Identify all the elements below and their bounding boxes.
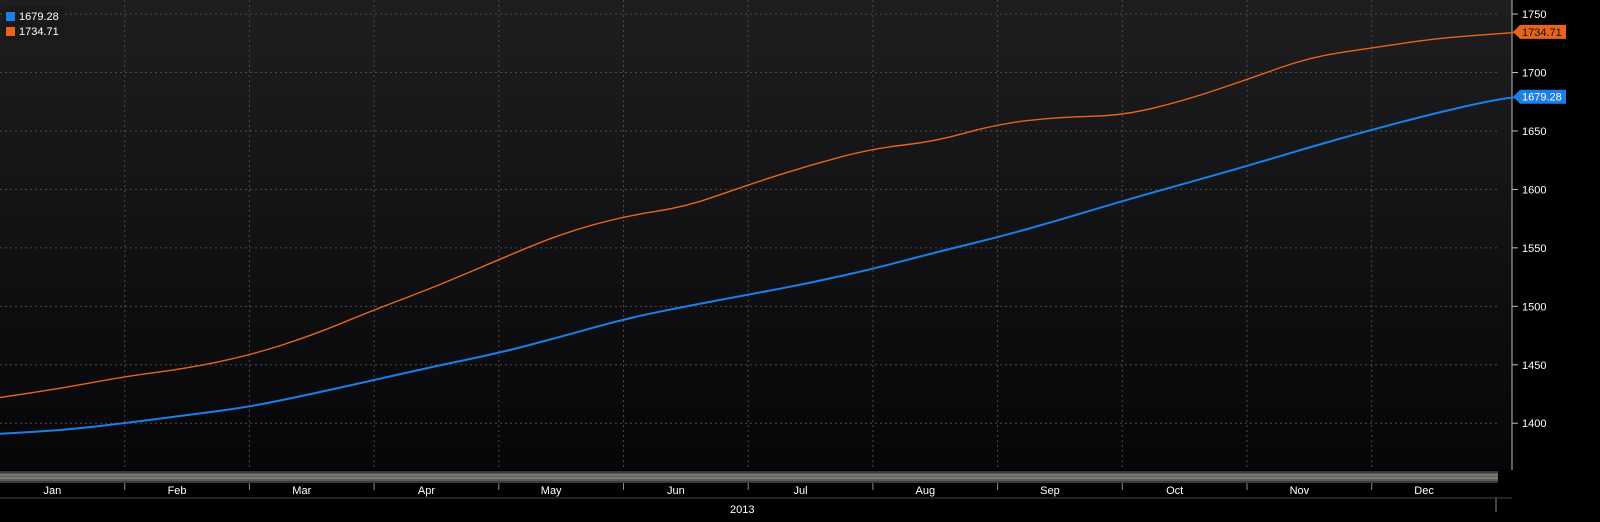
last-value-label-1: 1734.71 <box>1522 27 1562 39</box>
legend: 1679.28 1734.71 <box>2 6 65 42</box>
x-tick-label-Jan: Jan <box>43 485 61 497</box>
last-value-tag-1 <box>1513 24 1566 39</box>
plot-background <box>0 0 1512 470</box>
series-line-1 <box>0 31 1522 399</box>
x-tick-label-Nov: Nov <box>1290 485 1310 497</box>
time-scrollbar[interactable] <box>0 471 1498 483</box>
legend-entry-orange: 1734.71 <box>6 24 59 39</box>
last-value-labels: 1679.28 1734.71 <box>1513 24 1566 104</box>
last-value-label-0: 1679.28 <box>1522 92 1562 104</box>
x-tick-label-Sep: Sep <box>1040 485 1060 497</box>
x-tick-label-Oct: Oct <box>1166 485 1183 497</box>
legend-label-blue: 1679.28 <box>19 10 59 23</box>
x-tick-label-Dec: Dec <box>1414 485 1434 497</box>
x-tick-label-May: May <box>541 485 562 497</box>
year-label: 2013 <box>730 504 755 516</box>
x-tick-label-Mar: Mar <box>292 485 311 497</box>
legend-entry-blue: 1679.28 <box>6 9 59 24</box>
x-tick-label-Jul: Jul <box>794 485 808 497</box>
x-tick-label-Jun: Jun <box>667 485 685 497</box>
y-tick-label-1450: 1450 <box>1522 360 1546 372</box>
grid-lines <box>0 0 1498 470</box>
y-tick-label-1500: 1500 <box>1522 301 1546 313</box>
x-tick-label-Feb: Feb <box>168 485 187 497</box>
x-axis-band <box>0 483 1512 522</box>
y-tick-label-1550: 1550 <box>1522 243 1546 255</box>
y-tick-label-1400: 1400 <box>1522 418 1546 430</box>
x-tick-label-Apr: Apr <box>418 485 435 497</box>
legend-swatch-blue <box>6 12 15 21</box>
y-tick-label-1750: 1750 <box>1522 9 1546 21</box>
series-line-0 <box>0 95 1522 435</box>
last-value-tag-0 <box>1513 89 1566 104</box>
y-tick-label-1600: 1600 <box>1522 184 1546 196</box>
legend-swatch-orange <box>6 27 15 36</box>
y-tick-label-1700: 1700 <box>1522 67 1546 79</box>
x-axis: Jan Feb Mar Apr May Jun Jul Aug Sep Oct Nov Dec <box>43 483 1497 512</box>
series-lines <box>0 31 1522 435</box>
y-axis: 1400 1450 1500 1550 1600 1650 1700 1750 <box>1511 0 1546 470</box>
x-tick-label-Aug: Aug <box>915 485 935 497</box>
scrollbar-thumb[interactable] <box>0 473 1498 481</box>
legend-label-orange: 1734.71 <box>19 25 59 38</box>
y-tick-label-1650: 1650 <box>1522 126 1546 138</box>
